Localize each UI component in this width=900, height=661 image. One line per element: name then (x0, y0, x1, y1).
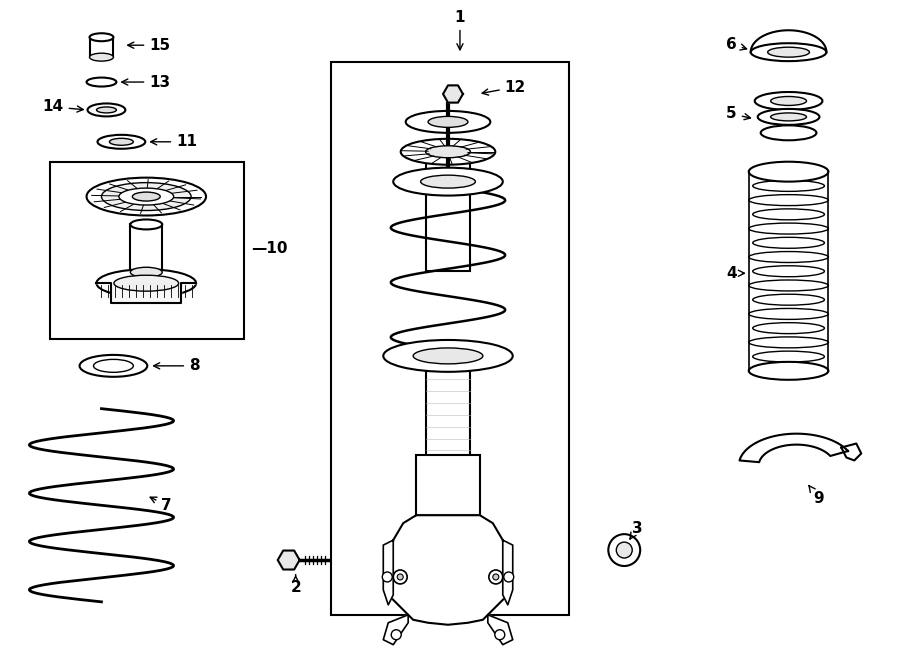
Ellipse shape (752, 294, 824, 305)
Ellipse shape (751, 43, 826, 61)
Bar (426, 353, 470, 461)
Bar (89, 37, 113, 57)
Text: —10: —10 (251, 241, 287, 256)
Polygon shape (740, 434, 848, 462)
Ellipse shape (400, 139, 495, 165)
Ellipse shape (752, 180, 824, 192)
Ellipse shape (96, 107, 116, 113)
Ellipse shape (760, 126, 816, 140)
Bar (330, 62, 570, 615)
Ellipse shape (114, 275, 178, 291)
Ellipse shape (749, 280, 828, 291)
Text: 2: 2 (291, 575, 301, 596)
Text: 12: 12 (482, 79, 526, 95)
Ellipse shape (413, 348, 483, 364)
Ellipse shape (102, 182, 191, 210)
Text: 9: 9 (809, 485, 824, 506)
Ellipse shape (752, 351, 824, 362)
Ellipse shape (79, 355, 148, 377)
Bar (416, 455, 480, 515)
Circle shape (616, 542, 632, 558)
Ellipse shape (749, 337, 828, 348)
Text: 6: 6 (726, 37, 747, 52)
Ellipse shape (770, 113, 806, 121)
Ellipse shape (383, 340, 513, 372)
Ellipse shape (132, 192, 160, 201)
Ellipse shape (752, 237, 824, 249)
Ellipse shape (770, 97, 806, 106)
Text: 8: 8 (154, 358, 200, 373)
Text: 7: 7 (150, 497, 172, 513)
Ellipse shape (87, 104, 125, 116)
Text: 15: 15 (128, 38, 170, 53)
Text: 14: 14 (42, 99, 83, 114)
Polygon shape (503, 540, 513, 605)
Polygon shape (751, 30, 826, 52)
Ellipse shape (428, 116, 468, 128)
Ellipse shape (94, 80, 109, 84)
Ellipse shape (749, 162, 828, 182)
Text: 3: 3 (630, 521, 643, 539)
Circle shape (608, 534, 640, 566)
Ellipse shape (393, 168, 503, 196)
Circle shape (495, 630, 505, 640)
Ellipse shape (749, 362, 828, 380)
Circle shape (392, 630, 401, 640)
Ellipse shape (94, 360, 133, 372)
Ellipse shape (752, 209, 824, 220)
Bar (130, 225, 162, 272)
Text: 1: 1 (454, 10, 465, 50)
Ellipse shape (752, 266, 824, 277)
Polygon shape (383, 615, 409, 644)
Ellipse shape (406, 111, 491, 133)
Polygon shape (388, 515, 508, 625)
Ellipse shape (96, 269, 196, 297)
Ellipse shape (89, 33, 113, 41)
Circle shape (489, 570, 503, 584)
Ellipse shape (89, 53, 113, 61)
Circle shape (493, 574, 499, 580)
Bar (50, 162, 244, 339)
Text: 4: 4 (726, 266, 744, 281)
Ellipse shape (758, 109, 819, 125)
Ellipse shape (749, 252, 828, 262)
Ellipse shape (426, 146, 471, 158)
Ellipse shape (749, 166, 828, 177)
Ellipse shape (749, 309, 828, 319)
Circle shape (504, 572, 514, 582)
Polygon shape (842, 444, 861, 461)
Ellipse shape (130, 219, 162, 229)
Polygon shape (278, 551, 300, 570)
Ellipse shape (749, 366, 828, 376)
Ellipse shape (420, 175, 475, 188)
Ellipse shape (86, 77, 116, 87)
Ellipse shape (86, 178, 206, 215)
Ellipse shape (130, 267, 162, 277)
Ellipse shape (119, 188, 174, 205)
Circle shape (382, 572, 392, 582)
Ellipse shape (755, 92, 823, 110)
Circle shape (397, 574, 403, 580)
Text: 5: 5 (726, 106, 751, 122)
Circle shape (393, 570, 407, 584)
Text: 13: 13 (122, 75, 170, 89)
Polygon shape (383, 540, 393, 605)
Ellipse shape (749, 194, 828, 206)
Bar (426, 152, 470, 271)
Ellipse shape (749, 223, 828, 234)
Polygon shape (443, 85, 463, 102)
Ellipse shape (768, 47, 809, 57)
Ellipse shape (110, 138, 133, 145)
Text: 11: 11 (150, 134, 197, 149)
Polygon shape (96, 283, 196, 303)
Ellipse shape (97, 135, 145, 149)
Polygon shape (488, 615, 513, 644)
Ellipse shape (752, 323, 824, 334)
